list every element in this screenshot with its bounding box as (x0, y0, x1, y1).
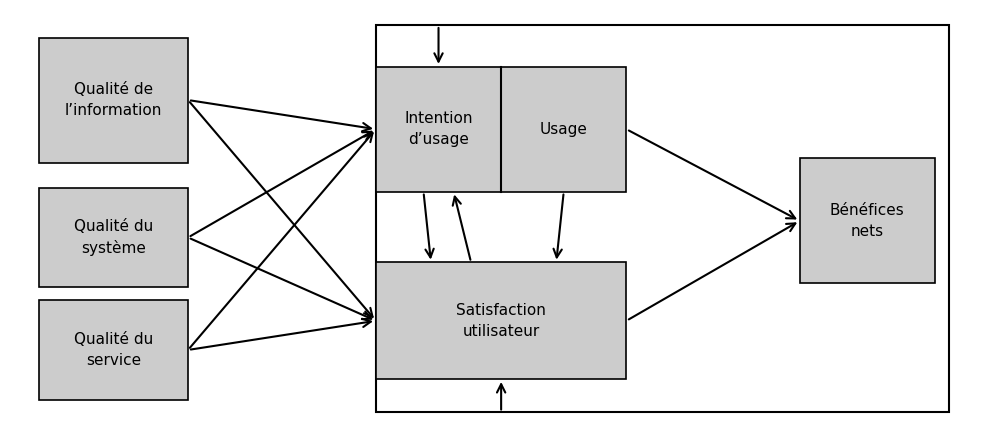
FancyBboxPatch shape (501, 67, 626, 192)
FancyBboxPatch shape (38, 300, 188, 400)
Text: Qualité du
système: Qualité du système (74, 219, 153, 256)
Text: Usage: Usage (540, 122, 588, 137)
FancyBboxPatch shape (38, 187, 188, 287)
Text: Qualité du
service: Qualité du service (74, 332, 153, 368)
FancyBboxPatch shape (38, 37, 188, 162)
Text: Intention
d’usage: Intention d’usage (404, 111, 473, 147)
FancyBboxPatch shape (800, 159, 935, 283)
FancyBboxPatch shape (376, 263, 626, 379)
Text: Bénéfices
nets: Bénéfices nets (830, 203, 904, 239)
Text: Satisfaction
utilisateur: Satisfaction utilisateur (456, 303, 547, 339)
FancyBboxPatch shape (376, 67, 501, 192)
Text: Qualité de
l’information: Qualité de l’information (65, 82, 162, 118)
